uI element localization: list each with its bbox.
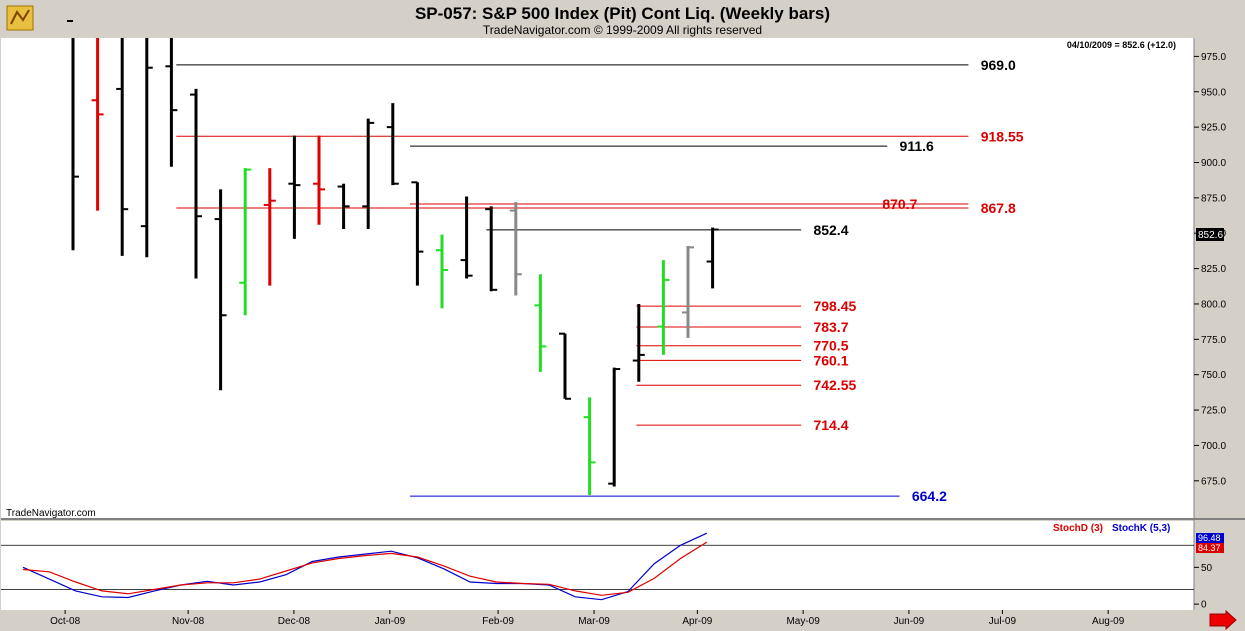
level-label: 911.6 [900,138,934,154]
price-axis-tick-label: 950.0 [1201,87,1226,98]
price-bar [436,234,448,309]
price-bar [91,38,104,211]
price-bar [706,227,719,289]
stoch-d-last-value: 84.37 [1198,543,1221,553]
stoch-k-last-tag: 96.48 [1196,533,1224,543]
price-bar [263,168,276,286]
stoch-k-last-tag-bg [1196,533,1224,543]
chart-header: SP-057: S&P 500 Index (Pit) Cont Liq. (W… [0,0,1245,38]
price-bar [337,183,350,229]
stoch-axis-tick-label: 0 [1201,600,1207,611]
price-bar [559,332,571,400]
trade-navigator-logo-icon[interactable] [3,4,37,39]
price-axis-tick-label: 925.0 [1201,123,1226,134]
price-bar [165,38,178,167]
date-axis-tick-label: Dec-08 [278,616,311,627]
price-bar [682,245,694,338]
stoch-k-last-value: 96.48 [1198,533,1221,543]
date-axis-tick-label: Feb-09 [482,616,514,627]
chart-subtitle: TradeNavigator.com © 1999-2009 All right… [482,23,763,37]
chart-title: SP-057: S&P 500 Index (Pit) Cont Liq. (W… [414,4,831,23]
level-label: 783.7 [813,319,848,335]
price-bar [67,20,79,251]
stoch-series-line [22,541,708,596]
price-bar [362,118,375,229]
price-axis-tick-label: 900.0 [1201,158,1226,169]
price-axis-tick-label: 825.0 [1201,264,1226,275]
price-bar [116,38,129,256]
price-bars [67,20,719,495]
stoch-d-last-tag: 84.37 [1196,543,1224,553]
date-axis-bg [0,610,1245,631]
price-bar [313,135,325,225]
date-axis-tick-label: Mar-09 [578,616,610,627]
level-label: 760.1 [813,352,848,368]
level-label: 867.8 [981,200,1016,216]
price-bar [632,303,645,382]
level-label: 770.5 [813,338,848,354]
level-label: 870.7 [882,196,917,212]
level-label: 714.4 [813,417,848,433]
info-readout: 04/10/2009 = 852.6 (+12.0) [1067,40,1176,50]
scroll-right-arrow-icon[interactable] [1209,609,1237,631]
price-axis-tick-label: 675.0 [1201,476,1226,487]
stoch-d-last-tag-bg [1196,543,1224,553]
price-axis-tick-label: 725.0 [1201,406,1226,417]
price-bar [288,135,301,239]
price-bar [190,88,202,279]
stoch-plot-bg[interactable] [1,521,1194,610]
price-bar [386,103,399,186]
level-label: 918.55 [981,128,1024,144]
price-axis-tick-label: 700.0 [1201,441,1226,452]
last-price-tag-text: 852.6 [1198,230,1223,241]
price-axis-tick-label: 775.0 [1201,335,1226,346]
price-plot-bg[interactable] [1,38,1194,519]
stoch-legend-d: StochD (3) [1053,523,1103,534]
date-axis-tick-label: Jan-09 [375,616,406,627]
level-label: 664.2 [912,488,947,504]
stoch-axis-tick-label: 50 [1201,563,1213,574]
date-axis-tick-label: May-09 [786,616,820,627]
price-bar [583,397,596,495]
date-axis-tick-label: Jun-09 [894,616,925,627]
level-label: 798.45 [813,298,856,314]
price-axis: 675.0700.0725.0750.0775.0800.0825.0850.0… [1194,52,1226,487]
price-axis-tick-label: 875.0 [1201,193,1226,204]
date-axis: Oct-08 Nov-08 Dec-08 Jan-09 Feb-09 Mar-09 Apr-… [50,610,1125,627]
price-axis-tick-label: 800.0 [1201,299,1226,310]
price-bar [140,38,153,258]
level-label: 969.0 [981,57,1016,73]
watermark: TradeNavigator.com [6,508,96,519]
price-bar [657,260,670,355]
date-axis-tick-label: Oct-08 [50,616,80,627]
last-price-tag: 852.6 [1196,228,1224,241]
price-axis-tick-label: 975.0 [1201,52,1226,63]
price-bar [239,168,252,316]
level-label: 852.4 [813,222,848,238]
stoch-series-line [22,532,708,601]
price-bar [485,206,498,292]
price-bar [214,189,227,391]
date-axis-tick-label: Nov-08 [172,616,205,627]
date-axis-tick-label: Aug-09 [1092,616,1125,627]
stoch-legend-k: StochK (5,3) [1112,523,1170,534]
price-axis-bg [1194,38,1245,519]
date-axis-tick-label: Jul-09 [989,616,1017,627]
price-bar [608,367,621,487]
price-axis-tick-label: 750.0 [1201,370,1226,381]
price-bar [460,196,473,279]
date-axis-tick-label: Apr-09 [682,616,712,627]
price-bar [411,181,424,286]
price-bar [509,202,522,296]
price-bar [534,274,547,372]
support-resistance-levels: 969.0 918.55 911.6 870.7 867.8 852.4 798.45 783… [176,57,1024,504]
level-label: 742.55 [813,377,856,393]
